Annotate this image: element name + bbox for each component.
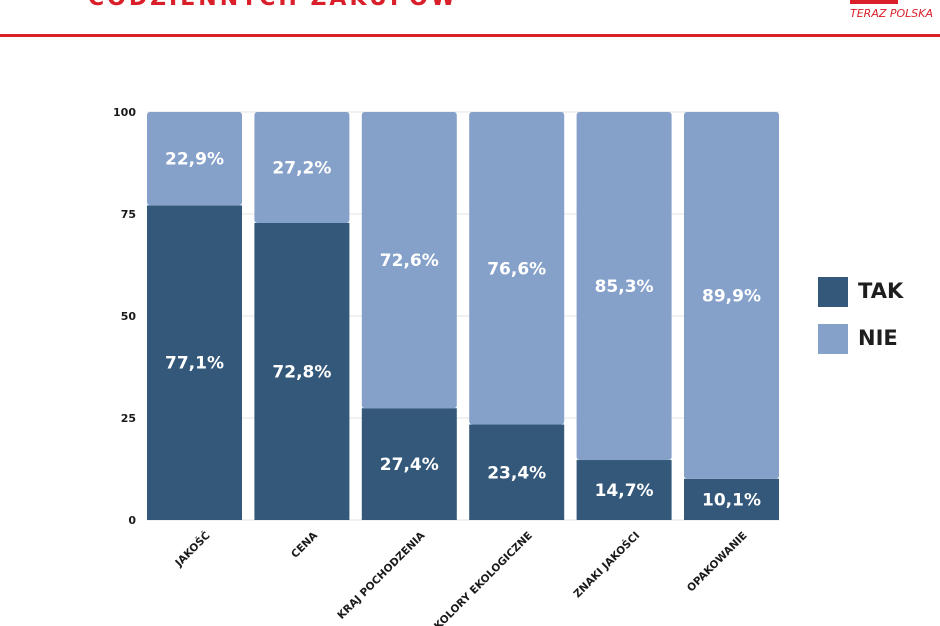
chart-gridlines — [147, 111, 779, 521]
data-label-nie: 27,2% — [272, 158, 331, 178]
y-tick-label: 50 — [121, 310, 137, 323]
header-divider — [0, 34, 940, 37]
page-title: CODZIENNYCH ZAKUPÓW — [88, 0, 458, 11]
data-label-nie: 89,9% — [702, 286, 761, 306]
bar-tak — [576, 460, 672, 520]
data-label-tak: 23,4% — [487, 463, 546, 483]
bar-nie — [684, 112, 779, 479]
y-tick-label: 100 — [113, 106, 136, 119]
data-label-tak: 14,7% — [595, 481, 654, 501]
data-label-nie: 76,6% — [487, 259, 546, 279]
bar-tak — [469, 424, 565, 520]
y-tick-label: 75 — [121, 208, 136, 221]
x-tick-label: KRAJ POCHODZENIA — [335, 529, 428, 622]
x-tick-label: CENA — [289, 529, 321, 561]
data-label-nie: 22,9% — [165, 150, 224, 170]
bar-tak — [254, 222, 350, 520]
bar-nie — [469, 112, 565, 425]
y-tick-label: 25 — [121, 412, 136, 425]
x-tick-label: OPAKOWANIE — [685, 530, 750, 595]
data-label-tak: 77,1% — [165, 354, 224, 374]
data-label-tak: 72,8% — [272, 362, 331, 382]
legend-label-tak: TAK — [858, 279, 904, 303]
legend-label-nie: NIE — [858, 326, 898, 350]
chart-data-labels: 77,1% 22,9% 72,8% 27,2% 27,4% 72,6% 23,4% 76,6%… — [165, 150, 761, 511]
bar-tak — [684, 478, 779, 520]
bar-nie — [576, 112, 672, 461]
chart-bars — [147, 112, 779, 520]
bar-tak — [147, 205, 242, 520]
logo-mark — [850, 0, 898, 4]
x-tick-label: KOLORY EKOLOGICZNE — [432, 530, 535, 626]
data-label-nie: 72,6% — [380, 251, 439, 271]
bar-nie — [147, 112, 242, 206]
bar-tak — [361, 408, 457, 520]
bar-nie — [254, 112, 350, 223]
bar-nie — [361, 112, 457, 409]
data-label-tak: 10,1% — [702, 490, 761, 510]
x-tick-label: JAKOŚĆ — [172, 529, 213, 570]
legend-swatch-tak — [818, 277, 848, 307]
chart-y-axis: 0 25 50 75 100 — [113, 106, 136, 527]
y-tick-label: 0 — [128, 514, 136, 527]
chart-x-axis: JAKOŚĆ CENA KRAJ POCHODZENIA KOLORY EKOLOGI… — [172, 529, 750, 626]
x-tick-label: ZNAKI JAKOŚCI — [571, 529, 642, 600]
data-label-nie: 85,3% — [595, 277, 654, 297]
legend-swatch-nie — [818, 324, 848, 354]
data-label-tak: 27,4% — [380, 455, 439, 475]
logo-text: TERAZ POLSKA — [850, 7, 934, 20]
teraz-polska-logo: TERAZ POLSKA — [820, 0, 940, 30]
